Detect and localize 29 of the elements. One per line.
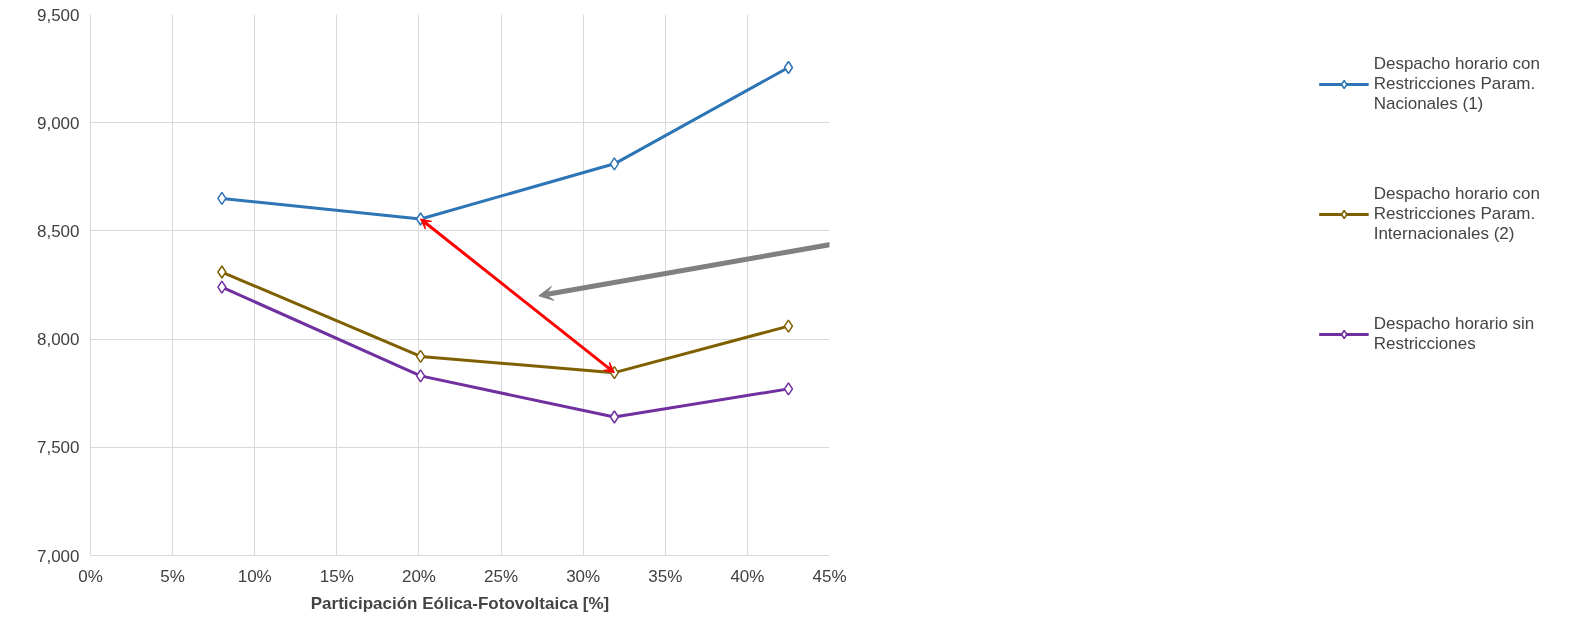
y-tick-label: 7,500 (36, 438, 80, 458)
x-tick-label: 10% (237, 566, 272, 586)
legend-label: Despacho horario sin Restricciones (1373, 314, 1535, 354)
x-tick-label: 40% (730, 566, 765, 586)
y-tick-label: 9,000 (36, 113, 80, 133)
point (783, 319, 794, 333)
point (415, 369, 426, 383)
y-tick-label: 8,500 (36, 221, 80, 241)
y-tick-label: 9,500 (36, 5, 80, 25)
point (783, 60, 794, 75)
x-tick-label: 5% (160, 566, 185, 586)
point (783, 382, 794, 396)
x-tick-label: 0% (78, 566, 103, 586)
y-tick-label: 7,000 (36, 546, 80, 566)
point (609, 157, 620, 171)
x-tick-label: 35% (648, 566, 683, 586)
x-tick-label: 45% (812, 566, 847, 586)
x-tick-label: 30% (566, 566, 601, 586)
point (609, 410, 620, 424)
legend-label: Despacho horario con Restricciones Param. Internacionales (2) (1373, 184, 1540, 244)
x-tick-label: 25% (484, 566, 519, 586)
x-axis-title: Participación Eólica-Fotovoltaica [%] (310, 593, 610, 613)
legend-label: Despacho horario con Restricciones Param. Nacionales (1) (1373, 54, 1540, 114)
point (415, 349, 426, 364)
y-tick-label: 8,000 (36, 330, 80, 350)
x-tick-label: 20% (401, 566, 436, 586)
point (217, 280, 227, 294)
x-tick-label: 15% (319, 566, 354, 586)
point (217, 265, 227, 279)
